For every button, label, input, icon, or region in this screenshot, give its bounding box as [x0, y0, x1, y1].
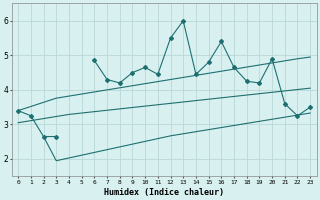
X-axis label: Humidex (Indice chaleur): Humidex (Indice chaleur) — [104, 188, 224, 197]
